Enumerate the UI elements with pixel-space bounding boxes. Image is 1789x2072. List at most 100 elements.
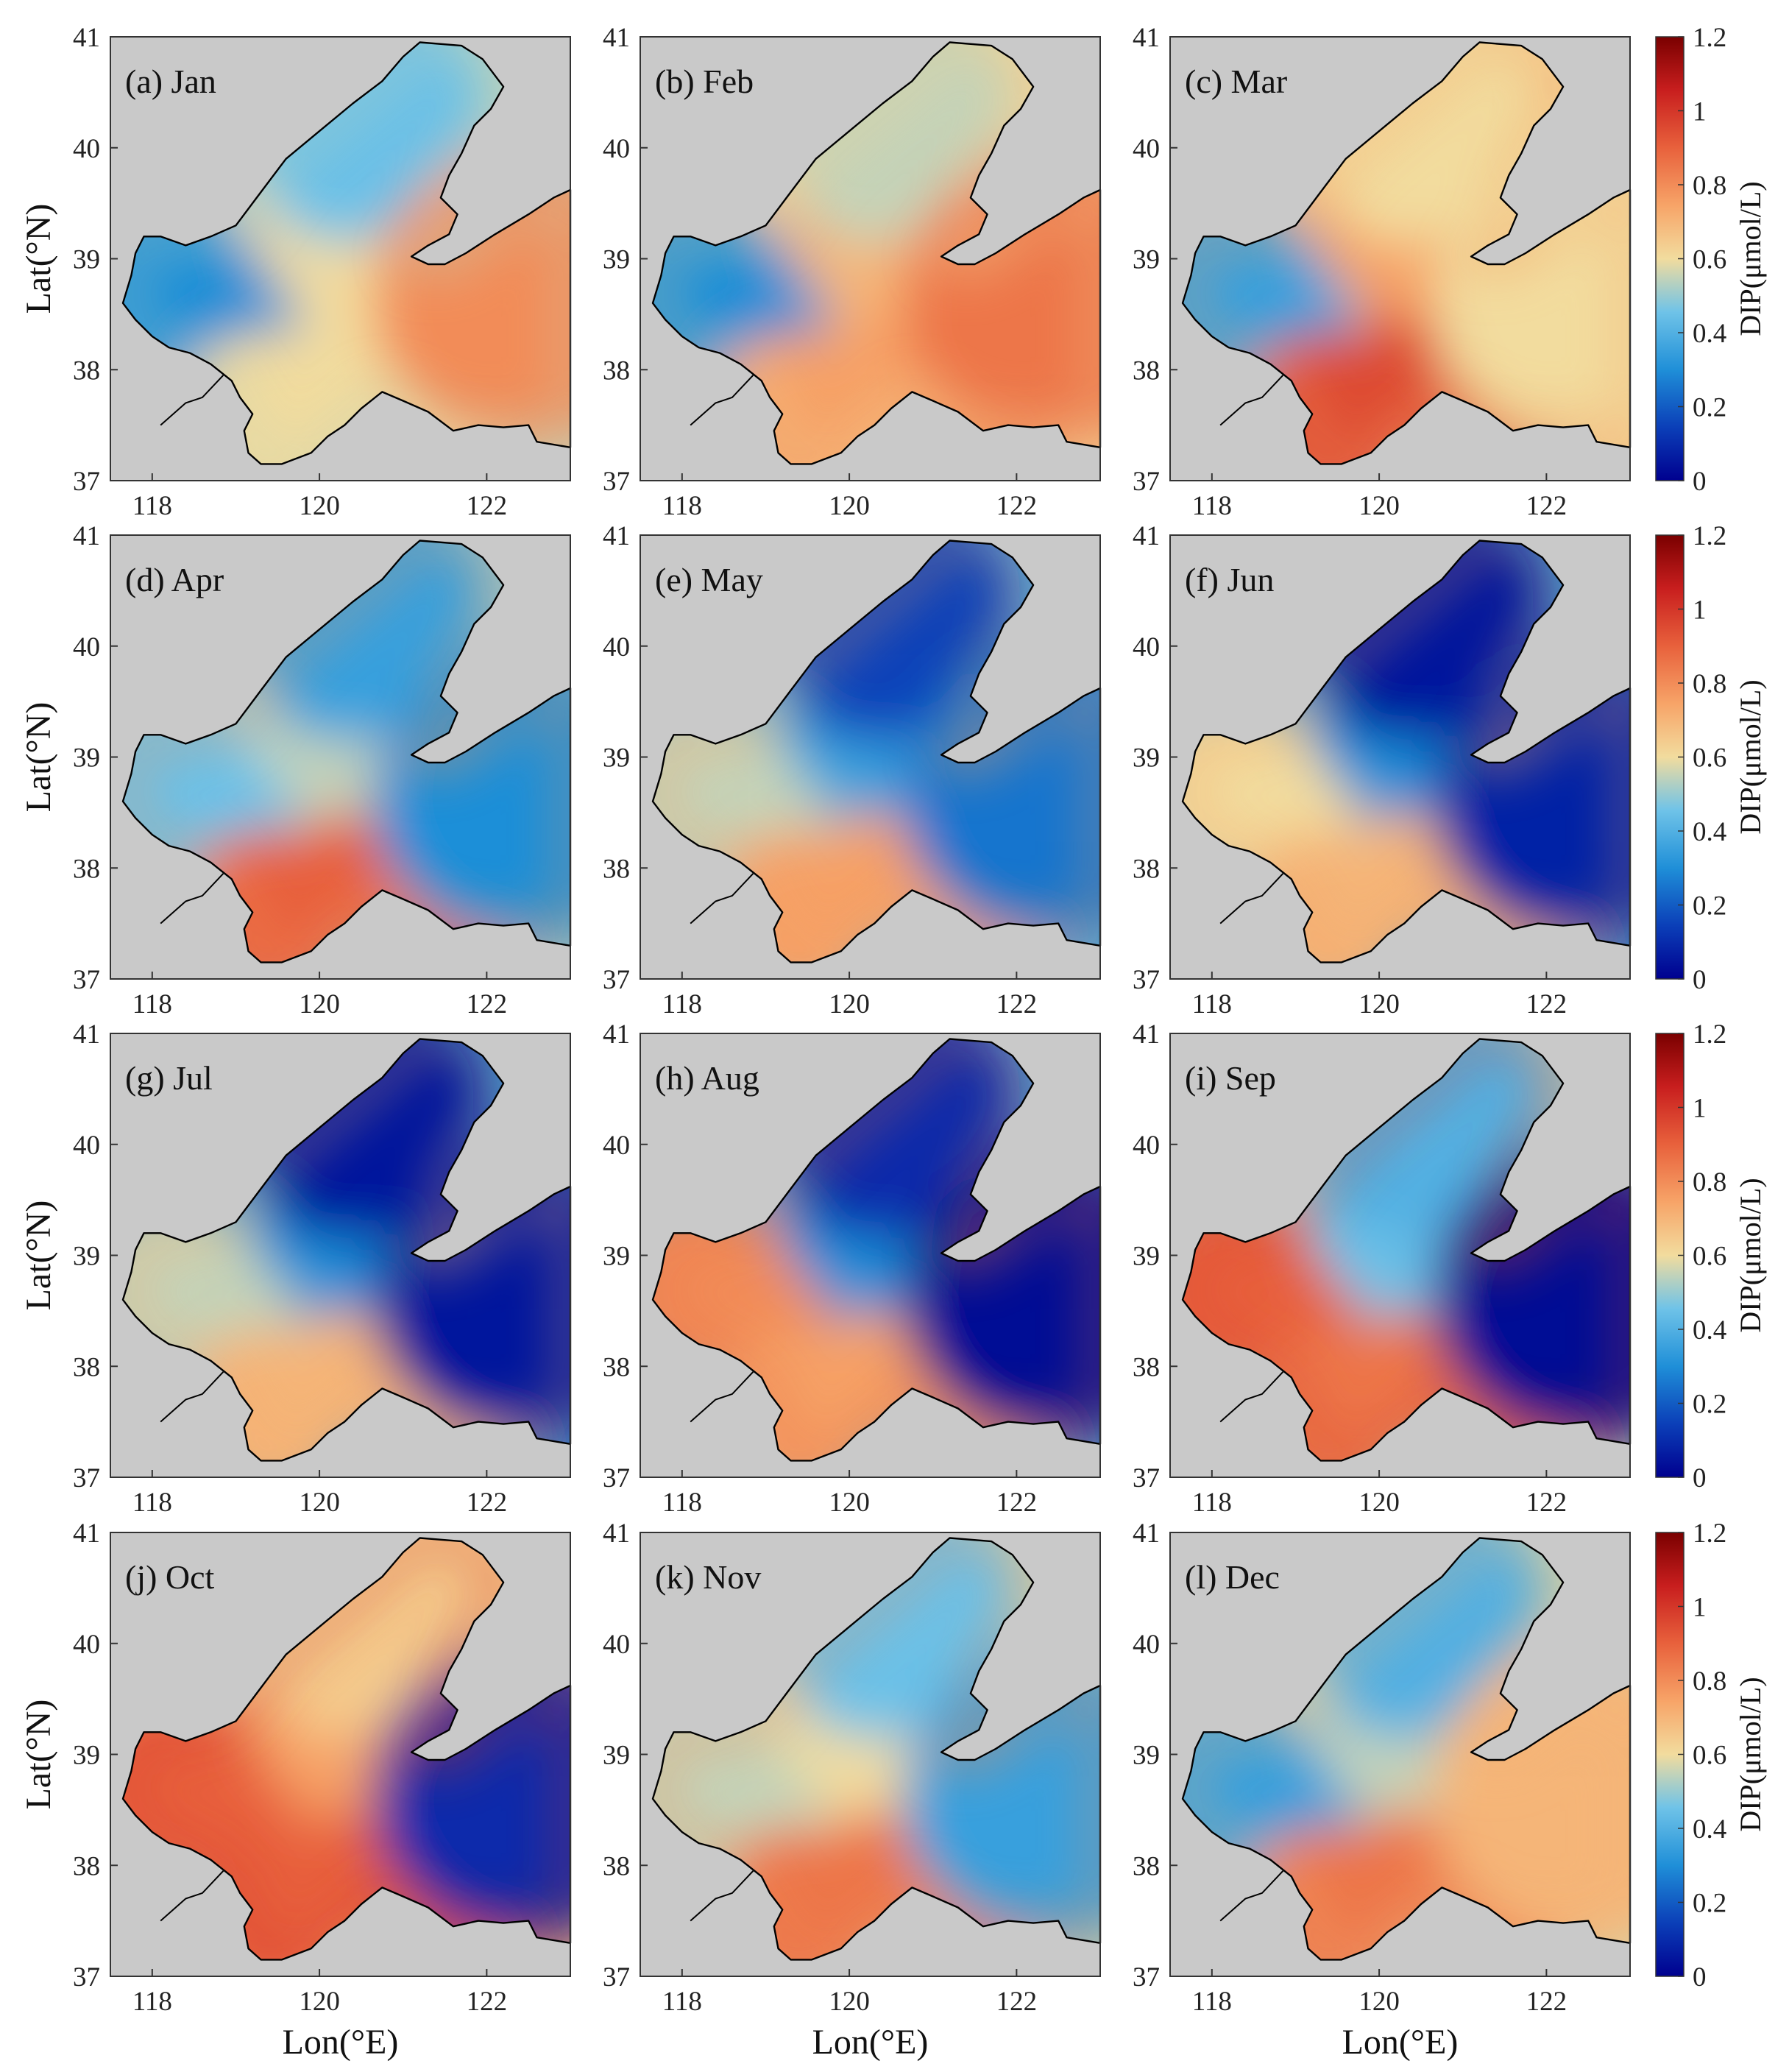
lon-tick-label: 118	[1192, 1987, 1232, 2017]
lat-tick-label: 40	[603, 134, 630, 164]
lon-tick-label: 118	[132, 1987, 172, 2017]
lat-tick-label: 38	[603, 1851, 630, 1881]
y-axis-title: Lat(°N)	[19, 204, 58, 314]
colorbar-tick-label: 1	[1693, 97, 1707, 127]
lon-tick-label: 120	[829, 1987, 870, 2017]
panel-label: (j) Oct	[125, 1558, 215, 1596]
map-panel: 37 38 39 40 41 118 120 122 (c) Mar	[1133, 23, 1632, 521]
lon-tick-label: 122	[467, 1488, 508, 1518]
lon-tick-label: 122	[467, 491, 508, 521]
colorbar: 0 0.2 0.4 0.6 0.8 1 1.2 DIP(μmol/L)	[1655, 1518, 1767, 1993]
colorbar-title: DIP(μmol/L)	[1734, 1677, 1767, 1831]
river-line	[1219, 1870, 1284, 1922]
lat-tick-label: 40	[603, 632, 630, 662]
lat-tick-label: 39	[73, 1741, 100, 1771]
lat-tick-label: 40	[73, 134, 100, 164]
colorbar-tick-label: 0	[1693, 467, 1707, 497]
coastline	[651, 1537, 1102, 1961]
lat-tick-label: 40	[1133, 1630, 1160, 1660]
colorbar-tick-label: 0.6	[1693, 1242, 1726, 1272]
lat-tick-label: 41	[1133, 521, 1160, 551]
colorbar-tick-label: 1	[1693, 1094, 1707, 1124]
lat-tick-label: 37	[1133, 965, 1160, 995]
lat-tick-label: 38	[73, 854, 100, 884]
lat-tick-label: 38	[1133, 1352, 1160, 1382]
panel-label: (d) Apr	[125, 561, 224, 598]
lat-tick-label: 37	[1133, 467, 1160, 497]
lon-tick-label: 122	[996, 1488, 1038, 1518]
y-axis-title: Lat(°N)	[19, 1700, 58, 1810]
coastline	[121, 41, 572, 465]
lat-tick-label: 39	[1133, 1242, 1160, 1272]
lat-tick-label: 41	[603, 1518, 630, 1549]
river-line	[690, 1371, 754, 1423]
colorbar-tick-label: 0.2	[1693, 1390, 1726, 1420]
panel-label: (i) Sep	[1185, 1059, 1276, 1097]
lat-tick-label: 40	[1133, 632, 1160, 662]
map-panel: 37 38 39 40 41 118 120 122 (h) Aug	[603, 1019, 1102, 1518]
lat-tick-label: 39	[73, 1242, 100, 1272]
lat-tick-label: 38	[73, 1851, 100, 1881]
lon-tick-label: 120	[1358, 989, 1400, 1019]
lon-tick-label: 122	[996, 1987, 1038, 2017]
colorbar-tick-label: 1	[1693, 1593, 1707, 1623]
lat-tick-label: 41	[73, 1518, 100, 1549]
lat-tick-label: 37	[603, 965, 630, 995]
coastline	[121, 540, 572, 963]
colorbar-tick-label: 0.2	[1693, 393, 1726, 423]
colorbar-tick-label: 0.2	[1693, 891, 1726, 922]
lat-tick-label: 39	[73, 743, 100, 774]
coastline	[121, 1038, 572, 1462]
lat-tick-label: 39	[73, 245, 100, 275]
map-panel: 37 38 39 40 41 118 120 122 (l) Dec	[1133, 1518, 1632, 2017]
colorbar-tick-label: 0.4	[1693, 319, 1726, 349]
panel-label: (a) Jan	[125, 63, 216, 100]
lat-tick-label: 41	[603, 23, 630, 53]
lat-tick-label: 39	[1133, 245, 1160, 275]
lat-tick-label: 38	[73, 1352, 100, 1382]
colorbar-tick-label: 0.6	[1693, 1741, 1726, 1771]
y-axis-title: Lat(°N)	[19, 702, 58, 813]
river-line	[160, 873, 224, 924]
colorbar-tick-label: 0.4	[1693, 1315, 1726, 1346]
map-panel: 37 38 39 40 41 118 120 122 (d) Apr	[73, 521, 572, 1019]
lon-tick-label: 118	[662, 1987, 702, 2017]
river-line	[160, 1870, 224, 1922]
river-line	[160, 375, 224, 426]
lat-tick-label: 40	[73, 1131, 100, 1161]
lat-tick-label: 37	[1133, 1463, 1160, 1493]
panel-label: (f) Jun	[1185, 561, 1274, 598]
map-panel: 37 38 39 40 41 118 120 122 (j) Oct	[73, 1518, 572, 2017]
lat-tick-label: 37	[603, 1463, 630, 1493]
lon-tick-label: 122	[1526, 1987, 1567, 2017]
map-panel: 37 38 39 40 41 118 120 122 (b) Feb	[603, 23, 1102, 521]
lon-tick-label: 122	[996, 989, 1038, 1019]
lat-tick-label: 37	[73, 965, 100, 995]
lat-tick-label: 39	[603, 1741, 630, 1771]
lon-tick-label: 122	[996, 491, 1038, 521]
colorbar-title: DIP(μmol/L)	[1734, 181, 1767, 336]
river-line	[1219, 375, 1284, 426]
lon-tick-label: 120	[299, 989, 340, 1019]
coastline	[651, 1038, 1102, 1462]
map-panel: 37 38 39 40 41 118 120 122 (e) May	[603, 521, 1102, 1019]
colorbar-tick-label: 0.6	[1693, 743, 1726, 774]
lat-tick-label: 41	[73, 1019, 100, 1050]
colorbar: 0 0.2 0.4 0.6 0.8 1 1.2 DIP(μmol/L)	[1655, 1019, 1767, 1493]
lon-tick-label: 118	[662, 989, 702, 1019]
lat-tick-label: 40	[1133, 1131, 1160, 1161]
lat-tick-label: 41	[1133, 1518, 1160, 1549]
lat-tick-label: 41	[1133, 23, 1160, 53]
lon-tick-label: 122	[1526, 1488, 1567, 1518]
colorbar-tick-label: 0.4	[1693, 1814, 1726, 1845]
lon-tick-label: 118	[132, 1488, 172, 1518]
lon-tick-label: 118	[1192, 491, 1232, 521]
colorbar-tick-label: 1.2	[1693, 1019, 1726, 1050]
map-panel: 37 38 39 40 41 118 120 122 (i) Sep	[1133, 1019, 1632, 1518]
river-line	[690, 1870, 754, 1922]
colorbar-tick-label: 0.8	[1693, 1666, 1726, 1697]
panel-label: (c) Mar	[1185, 63, 1287, 100]
lon-tick-label: 120	[299, 1488, 340, 1518]
lat-tick-label: 40	[73, 1630, 100, 1660]
